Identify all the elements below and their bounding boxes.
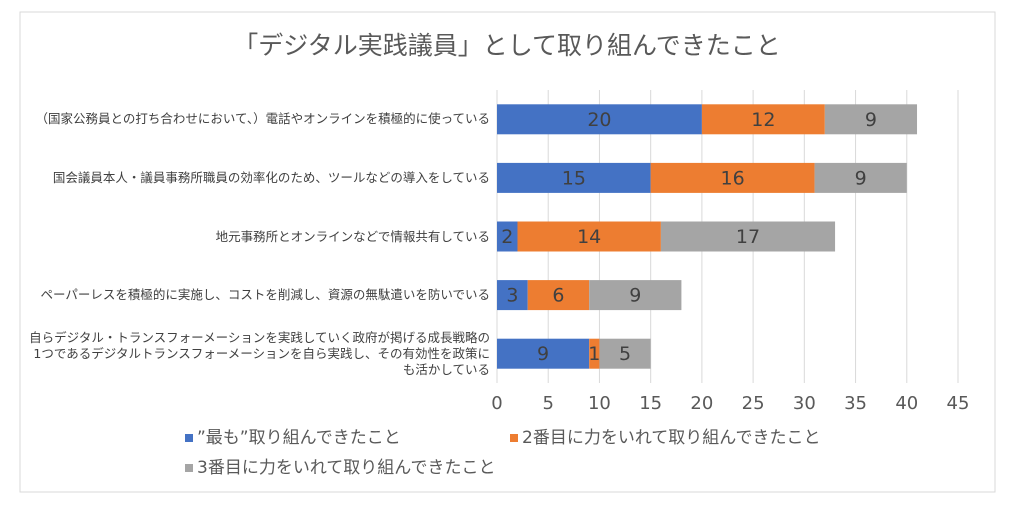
data-label: 20 (587, 109, 611, 131)
data-label: 9 (629, 285, 641, 307)
chart-title: 「デジタル実践議員」として取り組んできたこと (233, 31, 781, 60)
bar (497, 104, 702, 135)
bar (814, 162, 907, 193)
x-tick-label: 20 (690, 393, 713, 414)
y-tick-label: 自らデジタル・トランスフォーメーションを実践していく政府が掲げる成長戦略の1つで… (29, 329, 490, 377)
data-label: 15 (562, 167, 586, 189)
bar (497, 338, 590, 369)
bar (589, 338, 600, 369)
y-tick-label: 国会議員本人・議員事務所職員の効率化のため、ツールなどの導入をしている (52, 169, 490, 185)
bar (517, 221, 661, 252)
chart-frame (19, 11, 996, 493)
data-label: 1 (588, 343, 600, 365)
data-label: 12 (751, 109, 775, 131)
x-tick-label: 45 (947, 393, 970, 414)
legend-swatch (185, 464, 193, 472)
data-label: 9 (865, 109, 877, 131)
y-tick-label: （国家公務員との打ち合わせにおいて、）電話やオンラインを積極的に使っている (35, 111, 490, 127)
data-label: 3 (506, 285, 518, 307)
x-tick-label: 30 (793, 393, 816, 414)
x-tick-label: 5 (542, 393, 553, 414)
bar (497, 280, 528, 311)
bar (589, 280, 682, 311)
bar (497, 221, 518, 252)
legend-label: ”最も”取り組んできたこと (197, 428, 401, 448)
x-tick-label: 0 (491, 393, 502, 414)
x-tick-label: 35 (844, 393, 867, 414)
data-label: 2 (501, 226, 513, 248)
data-label: 14 (577, 226, 601, 248)
bar (650, 162, 815, 193)
bar (824, 104, 918, 135)
y-tick-label: 地元事務所とオンラインなどで情報共有している (215, 228, 490, 244)
data-label: 9 (537, 343, 549, 365)
legend-label: 3番目に力をいれて取り組んできたこと (197, 458, 495, 478)
bar (701, 104, 825, 135)
bar (497, 162, 651, 193)
x-tick-label: 25 (742, 393, 765, 414)
legend-label: 2番目に力をいれて取り組んできたこと (522, 428, 820, 448)
legend-swatch (185, 434, 193, 442)
data-label: 5 (619, 343, 631, 365)
x-tick-label: 15 (639, 393, 662, 414)
x-tick-label: 40 (895, 393, 918, 414)
data-label: 9 (855, 167, 867, 189)
data-label: 16 (721, 167, 745, 189)
y-tick-label: ペーパーレスを積極的に実施し、コストを削減し、資源の無駄遣いを防いでいる (40, 287, 490, 303)
bar (599, 338, 651, 369)
legend-swatch (510, 434, 518, 442)
bar (660, 221, 836, 252)
bar (527, 280, 590, 311)
data-label: 6 (552, 285, 564, 307)
x-tick-label: 10 (588, 393, 611, 414)
data-label: 17 (736, 226, 760, 248)
